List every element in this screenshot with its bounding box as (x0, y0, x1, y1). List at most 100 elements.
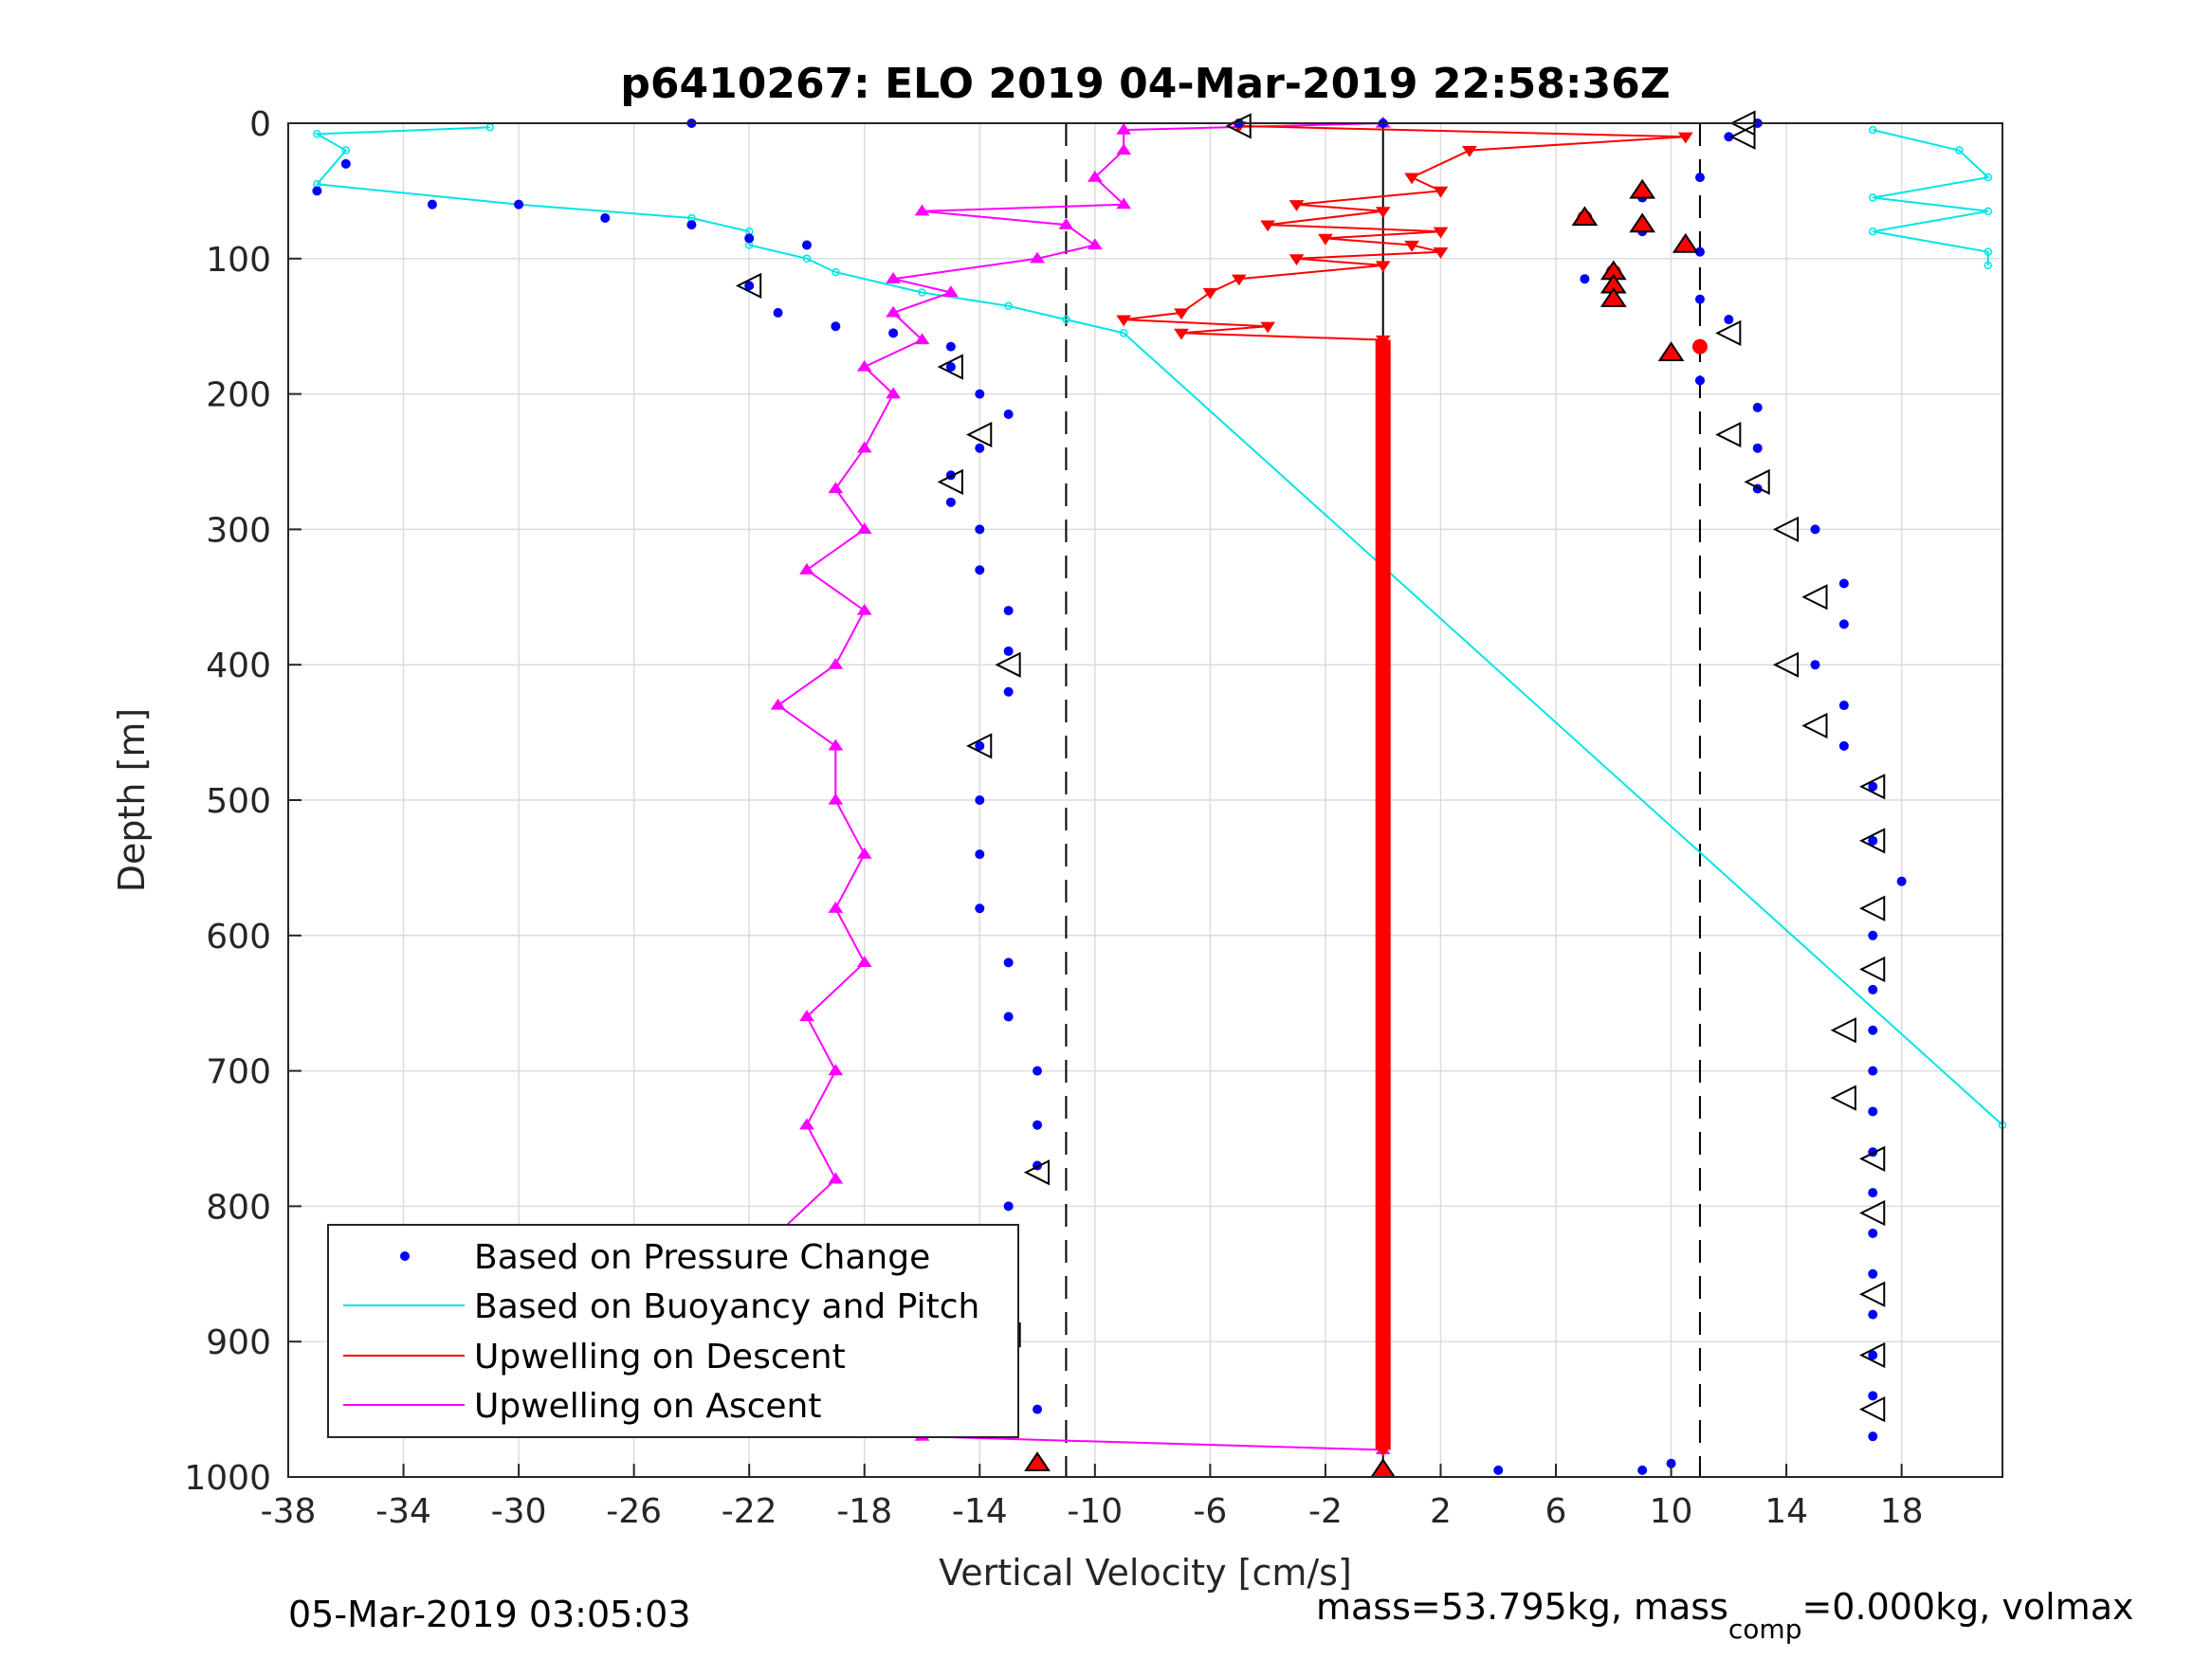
buoyancy-point (1983, 247, 1993, 256)
upwelling-ascent-marker (828, 1064, 844, 1076)
pressure-point (744, 233, 755, 244)
upwelling-descent-marker (1433, 247, 1449, 259)
x-tick-label: -22 (722, 1492, 777, 1531)
pressure-point (1637, 1465, 1648, 1475)
red-triangle-marker (1629, 212, 1656, 233)
pressure-point (1752, 443, 1763, 453)
pressure-point (1003, 646, 1014, 656)
open-triangle-marker (1744, 468, 1770, 496)
footer-mass-text: mass=53.795kg, mass (1316, 1586, 1728, 1628)
pressure-point (1838, 578, 1849, 589)
y-tick-label: 500 (206, 782, 271, 821)
pressure-point (1724, 315, 1734, 325)
upwelling-ascent-marker (886, 272, 901, 283)
legend-entry-buoyancy: Based on Buoyancy and Pitch (474, 1287, 979, 1326)
legend-entry-descent: Upwelling on Descent (474, 1338, 846, 1376)
buoyancy-point (1062, 315, 1070, 324)
pressure-point (514, 199, 524, 210)
pressure-point (1868, 1391, 1878, 1401)
upwelling-ascent-marker (799, 1010, 814, 1022)
upwelling-ascent-marker (914, 204, 930, 216)
open-triangle-marker (1225, 113, 1252, 139)
legend-entry-ascent: Upwelling on Ascent (474, 1387, 821, 1426)
upwelling-ascent-marker (1030, 251, 1045, 264)
footer-mass-rest: =0.000kg, volmax (1801, 1586, 2133, 1628)
open-triangle-marker (1801, 584, 1828, 611)
pressure-point (1896, 876, 1907, 886)
buoyancy-point (802, 254, 812, 264)
buoyancy-point (1869, 125, 1877, 135)
pressure-point (1868, 1228, 1878, 1238)
pressure-point (1868, 781, 1878, 792)
pressure-point (1724, 132, 1734, 142)
y-tick-label: 900 (206, 1323, 271, 1362)
open-triangle-marker (1859, 1281, 1886, 1307)
pressure-point (1003, 957, 1014, 968)
pressure-point (1493, 1465, 1504, 1475)
chart-title: p6410267: ELO 2019 04-Mar-2019 22:58:36Z (620, 60, 1670, 108)
upwelling-ascent-marker (914, 333, 930, 345)
open-triangle-marker (1859, 1199, 1886, 1227)
upwelling-descent-marker (1375, 207, 1391, 219)
y-axis-ticks: 0 100 200 300 400 500 600 700 800 900 1000 (184, 105, 302, 1498)
pressure-point (1838, 701, 1849, 711)
x-axis-ticks: -38 -34 -30 -26 -22 -18 -14 -10 -6 -2 2 6 10 14 18 (261, 1464, 1924, 1531)
pressure-point (975, 389, 985, 399)
red-triangle-marker (1657, 341, 1685, 361)
upwelling-ascent-marker (770, 698, 786, 710)
upwelling-ascent-marker (1116, 197, 1132, 210)
upwelling-descent-marker (1260, 321, 1276, 334)
x-tick-label: -14 (952, 1492, 1008, 1531)
upwelling-ascent-marker (799, 563, 814, 574)
upwelling-descent-marker (1433, 227, 1449, 239)
pressure-point (1838, 740, 1849, 751)
pressure-point (975, 740, 985, 751)
pressure-point (1694, 246, 1705, 257)
buoyancy-point (1119, 329, 1128, 337)
pressure-point (1666, 1458, 1676, 1468)
footer-mass-subscript: comp (1728, 1613, 1802, 1645)
open-triangle-marker (937, 468, 963, 496)
x-tick-label: -18 (836, 1492, 892, 1531)
upwelling-ascent-marker (828, 793, 844, 805)
x-tick-label: -10 (1067, 1492, 1123, 1531)
x-tick-label: -34 (375, 1492, 431, 1531)
buoyancy-point (1983, 207, 1993, 216)
buoyancy-point (1983, 173, 1993, 182)
pressure-point (1868, 1066, 1878, 1076)
upwelling-ascent-marker (886, 387, 901, 399)
pressure-point (686, 220, 697, 230)
red-triangle-marker (1629, 178, 1656, 199)
open-triangle-marker (735, 272, 762, 299)
open-triangle-marker (1830, 1017, 1856, 1044)
pressure-point (1694, 375, 1705, 386)
x-tick-label: 14 (1764, 1492, 1808, 1531)
upwelling-ascent-marker (1058, 217, 1074, 229)
upwelling-descent-marker (1461, 145, 1477, 157)
pressure-point (1868, 1025, 1878, 1035)
x-tick-label: -6 (1193, 1492, 1227, 1531)
pressure-point (744, 281, 755, 291)
pressure-point (1694, 294, 1705, 304)
open-triangle-marker (1859, 828, 1886, 854)
buoyancy-descent-line (313, 126, 2003, 1126)
pressure-point (975, 524, 985, 535)
footer-mass-info: mass=53.795kg, masscomp=0.000kg, volmax (1316, 1586, 2133, 1645)
upwelling-descent-marker (1404, 173, 1419, 185)
upwelling-ascent-marker (856, 847, 872, 859)
pressure-point (801, 240, 812, 250)
upwelling-descent-marker (1116, 315, 1132, 327)
open-triangle-marker (1801, 712, 1828, 739)
pressure-point (945, 362, 956, 373)
pressure-point (773, 307, 783, 318)
red-dot-marker (1691, 338, 1708, 355)
x-tick-label: 6 (1545, 1492, 1567, 1531)
upwelling-ascent-marker (1116, 143, 1132, 155)
red-triangle-marker (1672, 232, 1699, 253)
open-triangle-marker (1859, 895, 1886, 921)
pressure-point (1033, 1066, 1043, 1076)
pressure-point (600, 212, 611, 223)
pressure-point (975, 795, 985, 805)
pressure-point (1868, 1350, 1878, 1360)
